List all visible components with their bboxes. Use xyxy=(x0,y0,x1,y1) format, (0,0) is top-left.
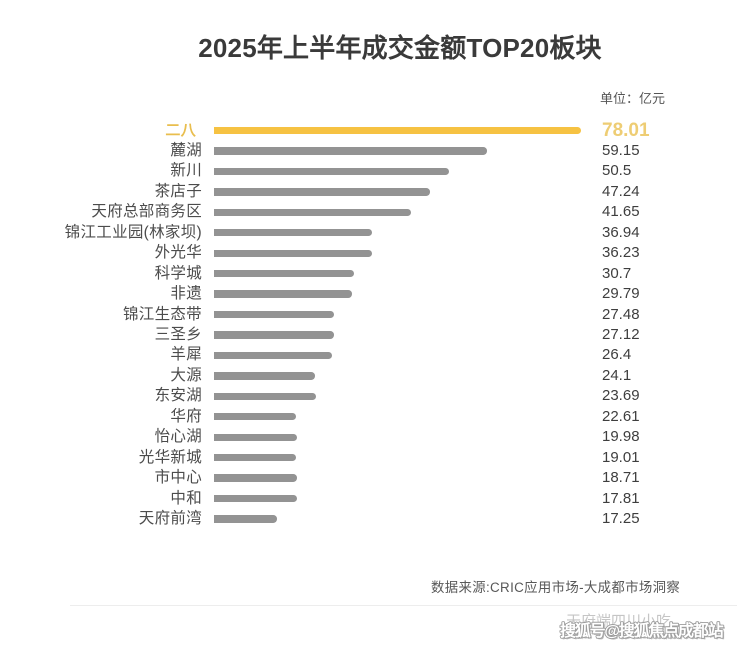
svg-text:搜狐号@搜狐焦点成都站: 搜狐号@搜狐焦点成都站 xyxy=(560,621,724,640)
svg-text:搜狐号@搜狐焦点成都站: 搜狐号@搜狐焦点成都站 xyxy=(562,623,726,642)
